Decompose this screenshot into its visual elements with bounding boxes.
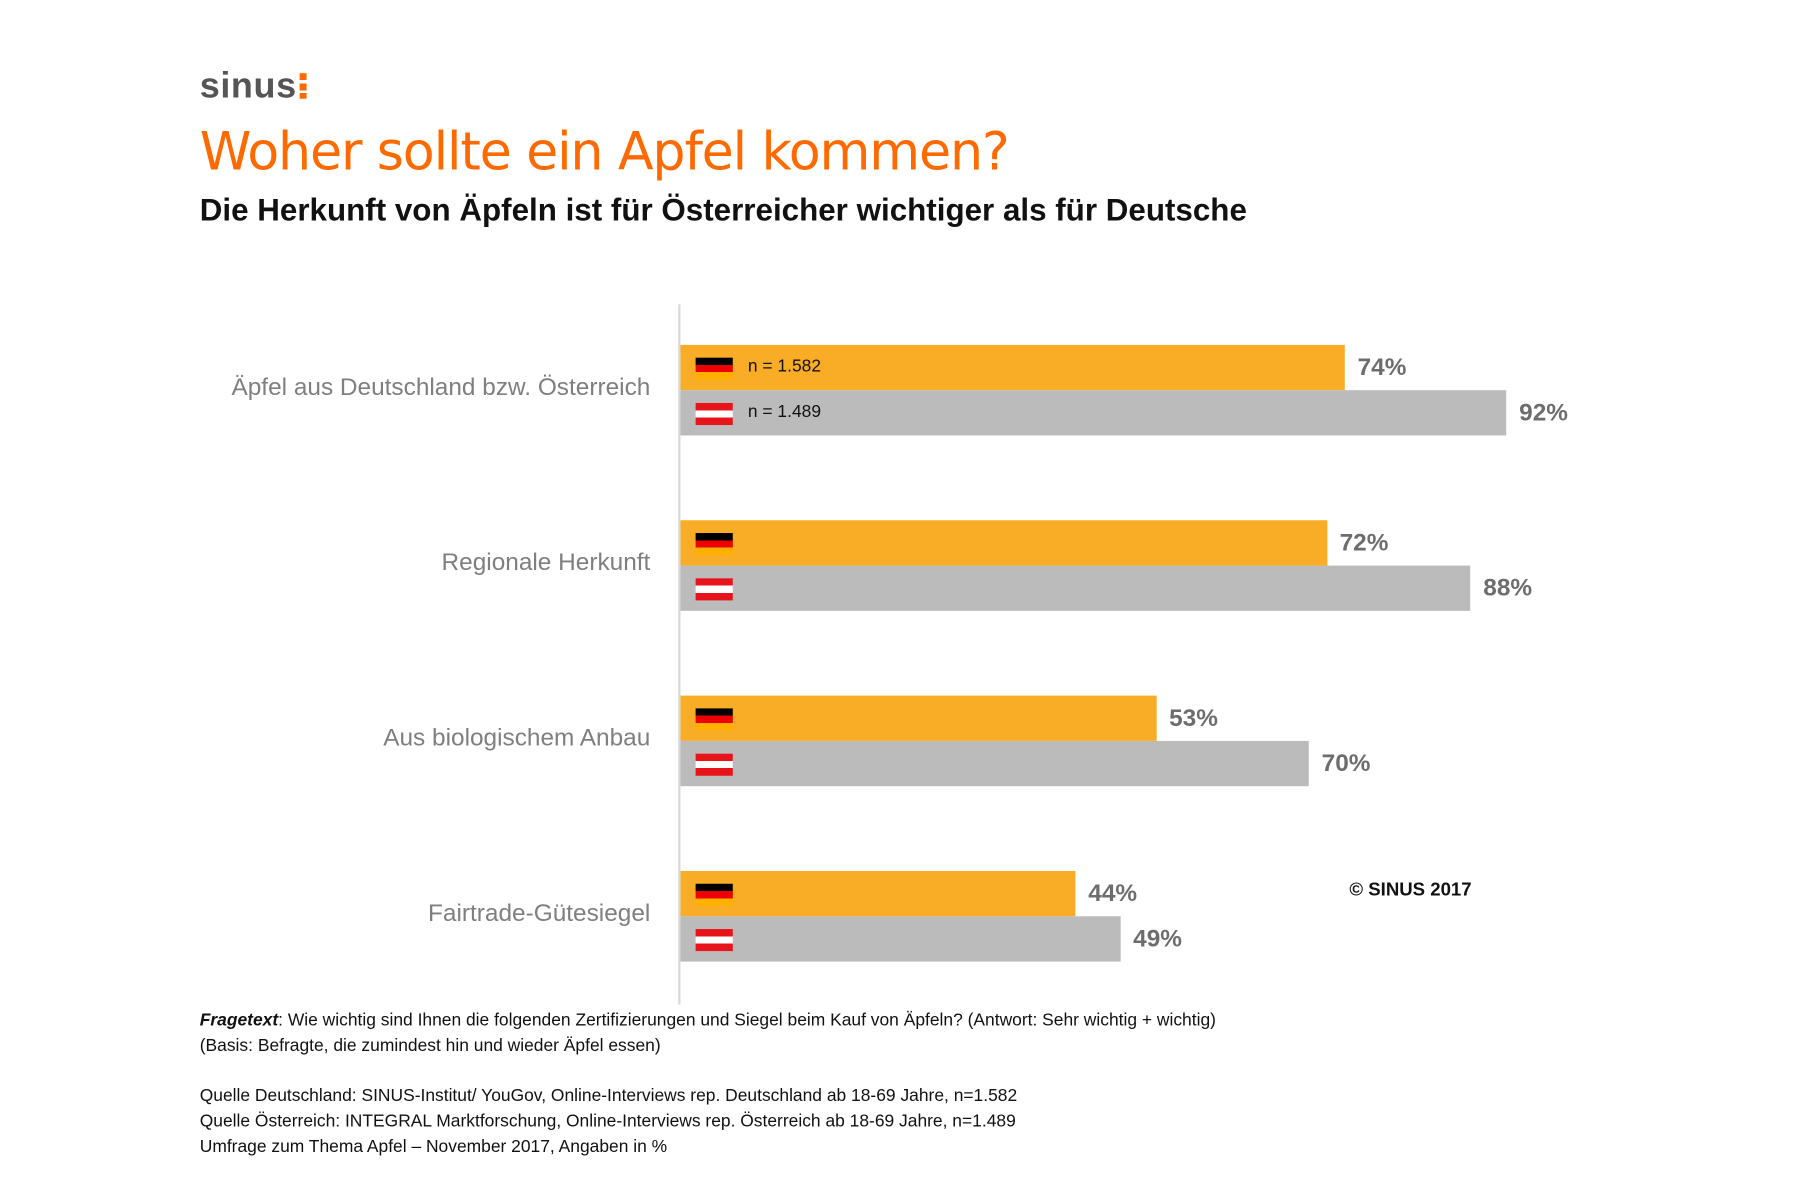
data-label: 44% xyxy=(1088,880,1138,907)
austria-bar xyxy=(680,565,1471,611)
austria-flag-icon xyxy=(695,402,733,426)
question-body: : Wie wichtig sind Ihnen die folgenden Z… xyxy=(278,1010,1216,1031)
austria-flag-icon xyxy=(695,929,733,952)
data-label: 49% xyxy=(1133,925,1182,953)
basis-text: (Basis: Befragte, die zumindest hin und … xyxy=(199,1035,661,1056)
category-label: Fairtrade-Gütesiegel xyxy=(428,900,651,927)
category-axis-line xyxy=(678,304,681,1005)
austria-bar xyxy=(680,916,1121,962)
chart-subtitle: Die Herkunft von Äpfeln ist für Österrei… xyxy=(199,192,1247,228)
question-label: Fragetext xyxy=(199,1010,279,1031)
germany-flag-icon xyxy=(695,357,733,380)
logo-text: sinus xyxy=(199,65,297,106)
sample-size: n = 1.582 xyxy=(747,356,822,377)
austria-flag-icon xyxy=(695,578,733,601)
germany-flag-icon xyxy=(695,883,733,906)
category-label: Regionale Herkunft xyxy=(441,549,651,577)
austria-bar: n = 1.489 xyxy=(680,390,1507,436)
data-label: 72% xyxy=(1339,529,1389,557)
data-label: 70% xyxy=(1321,750,1371,777)
germany-bar: n = 1.582 xyxy=(680,344,1345,391)
austria-bar xyxy=(680,740,1309,787)
germany-bar xyxy=(680,695,1157,741)
data-label: 74% xyxy=(1357,354,1407,381)
logo-dots-icon xyxy=(300,73,308,99)
survey-info: Umfrage zum Thema Apfel – November 2017,… xyxy=(199,1136,668,1157)
germany-flag-icon xyxy=(695,708,733,731)
source-germany: Quelle Deutschland: SINUS-Institut/ YouG… xyxy=(199,1085,1018,1106)
chart-title: Woher sollte ein Apfel kommen? xyxy=(199,120,1010,183)
data-label: 53% xyxy=(1169,704,1218,732)
sinus-logo: sinus xyxy=(199,65,308,107)
sample-size: n = 1.489 xyxy=(747,401,822,422)
question-text: Fragetext: Wie wichtig sind Ihnen die fo… xyxy=(200,1010,1216,1030)
germany-flag-icon xyxy=(695,533,733,556)
data-label: 92% xyxy=(1519,399,1568,427)
germany-bar xyxy=(680,870,1076,917)
austria-flag-icon xyxy=(695,753,733,776)
data-label: 88% xyxy=(1483,574,1533,602)
category-label: Äpfel aus Deutschland bzw. Österreich xyxy=(231,373,651,401)
source-austria: Quelle Österreich: INTEGRAL Marktforschu… xyxy=(199,1111,1016,1132)
germany-bar xyxy=(680,520,1327,566)
copyright: © SINUS 2017 xyxy=(1349,880,1472,901)
category-label: Aus biologischem Anbau xyxy=(383,724,651,752)
